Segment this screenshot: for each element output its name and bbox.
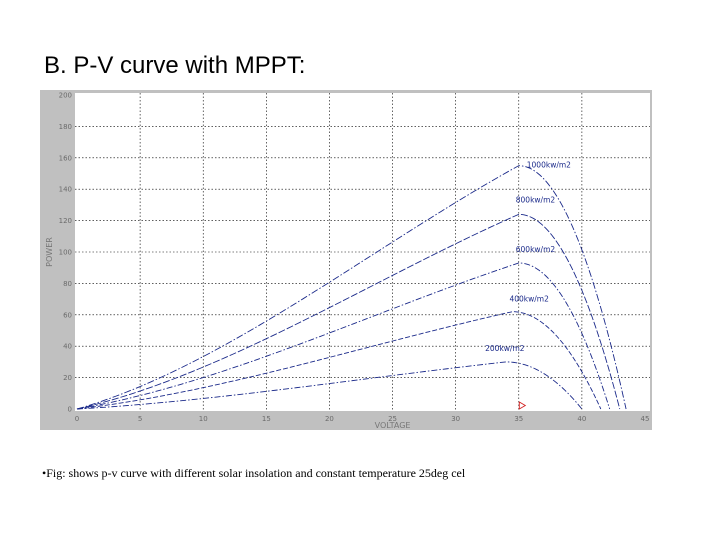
grid [75,93,650,411]
x-tick-label: 35 [514,415,523,423]
y-tick-label: 180 [59,123,72,131]
series-line-5 [76,361,583,410]
x-tick-label: 15 [262,415,271,423]
series-label: 600kw/m2 [516,245,556,254]
curve-labels: 1000kw/m2 800kw/m2 600kw/m2 400kw/m2 200kw/m… [485,161,571,353]
x-tick-label: 25 [388,415,397,423]
series-line-4 [76,311,602,410]
x-tick-label: 30 [451,415,460,423]
series-label: 200kw/m2 [485,344,525,353]
x-tick-label: 45 [641,415,650,423]
y-tick-label: 140 [59,186,72,194]
slide-title: B. P-V curve with MPPT: [44,52,306,79]
curves [76,165,627,410]
y-tick-label: 20 [63,374,72,382]
x-tick-label: 5 [138,415,142,423]
x-tick-label: 20 [325,415,334,423]
plot-frame: 0 5 10 15 20 25 30 35 40 45 0 20 40 60 80 100 120 140 160 1… [40,90,652,430]
pv-chart: 0 5 10 15 20 25 30 35 40 45 0 20 40 60 80 100 120 140 160 1… [45,92,650,431]
y-tick-label: 0 [68,406,72,414]
y-tick-label: 160 [59,154,72,162]
series-label: 400kw/m2 [509,295,549,304]
y-tick-label: 40 [63,343,72,351]
series-line-3 [76,262,611,410]
x-tick-label: 10 [199,415,208,423]
y-axis-label: POWER [45,237,54,267]
figure-caption: •Fig: shows p-v curve with different sol… [42,466,466,480]
mppt-marker [518,401,527,410]
x-axis-label: VOLTAGE [375,421,411,430]
x-tick-label: 0 [75,415,79,423]
y-tick-label: 120 [59,217,72,225]
series-line-1 [76,165,627,410]
y-tick-label: 60 [63,311,72,319]
y-tick-label: 80 [63,280,72,288]
series-label: 800kw/m2 [516,195,556,204]
series-line-2 [76,213,621,410]
y-tick-label: 100 [59,249,72,257]
y-tick-label: 200 [59,92,72,100]
series-label: 1000kw/m2 [527,161,571,170]
x-tick-label: 40 [577,415,586,423]
axes: 0 5 10 15 20 25 30 35 40 45 0 20 40 60 80 100 120 140 160 1… [45,92,649,431]
